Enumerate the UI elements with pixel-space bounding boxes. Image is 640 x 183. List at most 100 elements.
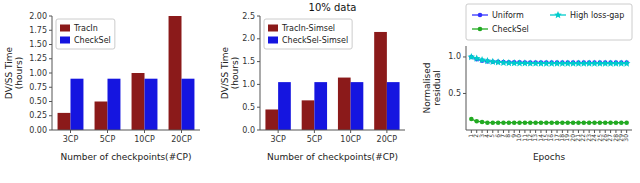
bar xyxy=(132,73,145,130)
chart-title: 10% data xyxy=(309,2,357,13)
y-tick-label: 0.5 xyxy=(242,103,255,112)
x-tick-label: 20CP xyxy=(171,135,192,144)
y-tick-label: 1.0 xyxy=(448,52,461,61)
point-marker xyxy=(598,120,603,125)
y-tick-label: 0.25 xyxy=(29,111,47,120)
point-marker xyxy=(619,120,624,125)
y-axis-label: Normalisedresidual xyxy=(422,62,442,113)
plot-area xyxy=(468,53,631,125)
point-marker xyxy=(623,60,631,67)
chart-panel: 0.51.0NormalisedresidualEpochs1234567891… xyxy=(422,4,632,162)
legend-marker xyxy=(554,11,562,18)
point-marker xyxy=(565,120,570,125)
chart-panel: 0.000.250.500.751.001.251.501.752.00DV/S… xyxy=(4,12,200,163)
legend: UniformHigh loss-gapCheckSel xyxy=(466,4,632,40)
chart-root: 0.000.250.500.751.001.251.501.752.00DV/S… xyxy=(0,0,640,183)
x-axis-label: Number of checkpoints(#CP) xyxy=(61,152,192,162)
x-axis-line xyxy=(260,130,405,131)
y-axis-line xyxy=(52,16,53,130)
point-marker xyxy=(592,120,597,125)
y-axis-line xyxy=(466,46,467,130)
legend-marker xyxy=(478,27,483,32)
bar xyxy=(351,82,364,130)
point-marker xyxy=(480,120,485,125)
point-marker xyxy=(614,120,619,125)
bar xyxy=(387,82,400,130)
point-marker xyxy=(490,120,495,125)
y-tick-label: 0.5 xyxy=(448,89,461,98)
y-tick-label: 1.00 xyxy=(29,69,47,78)
x-tick-label: 20CP xyxy=(377,135,398,144)
y-axis-label-line: Normalised xyxy=(422,62,432,113)
x-tick-label: 3CP xyxy=(63,135,79,144)
bar xyxy=(374,32,387,130)
point-marker xyxy=(624,120,629,125)
legend-label: TracIn-Simsel xyxy=(281,24,335,33)
legend-swatch xyxy=(60,37,70,44)
chart-panel: 0.00.51.01.52.02.5DV/SS Time(hours)10% d… xyxy=(220,2,405,162)
x-tick-label: 10CP xyxy=(134,135,155,144)
point-marker xyxy=(549,120,554,125)
bar xyxy=(58,113,71,130)
x-tick-label: 10CP xyxy=(340,135,361,144)
y-axis-label-line: DV/SS Time xyxy=(4,46,14,99)
bar xyxy=(182,79,195,130)
bar xyxy=(95,102,108,131)
bar xyxy=(338,78,351,130)
y-tick-label: 1.5 xyxy=(242,57,255,66)
point-marker xyxy=(523,120,528,125)
y-axis-label-line: (hours) xyxy=(230,57,240,89)
point-marker xyxy=(528,120,533,125)
legend-label: CheckSel-Simsel xyxy=(282,36,348,45)
point-marker xyxy=(473,54,481,61)
x-axis-line xyxy=(466,130,632,131)
point-marker xyxy=(468,53,476,60)
y-tick-label: 1.25 xyxy=(29,54,47,63)
y-tick-label: 1.75 xyxy=(29,26,47,35)
point-marker xyxy=(485,120,490,125)
legend-box xyxy=(264,19,352,49)
point-marker xyxy=(608,120,613,125)
x-tick-label: 3CP xyxy=(270,135,286,144)
point-marker xyxy=(517,120,522,125)
legend-swatch xyxy=(268,37,278,44)
bar xyxy=(169,16,182,130)
point-marker xyxy=(544,120,549,125)
x-tick-label: 5CP xyxy=(100,135,116,144)
legend-marker xyxy=(478,13,483,18)
legend-box xyxy=(56,19,115,49)
x-tick-label: 30 xyxy=(622,134,629,142)
y-axis-label-line: (hours) xyxy=(14,57,24,89)
y-axis-line xyxy=(260,16,261,130)
point-marker xyxy=(576,120,581,125)
x-axis-label: Epochs xyxy=(533,152,566,162)
legend-label: Uniform xyxy=(492,11,524,20)
point-marker xyxy=(539,120,544,125)
point-marker xyxy=(533,120,538,125)
point-marker xyxy=(587,120,592,125)
point-marker xyxy=(478,56,486,63)
point-marker xyxy=(512,120,517,125)
y-tick-label: 2.5 xyxy=(242,12,255,21)
x-tick-label: 5CP xyxy=(307,135,323,144)
legend-swatch xyxy=(268,25,278,32)
y-axis-label: DV/SS Time(hours) xyxy=(220,46,240,99)
legend: TracIn-Simsel CheckSel-Simsel xyxy=(264,19,352,49)
point-marker xyxy=(560,120,565,125)
legend-box xyxy=(466,4,632,40)
point-marker xyxy=(474,119,479,124)
bar xyxy=(71,79,84,130)
bar xyxy=(302,100,315,130)
y-tick-label: 2.00 xyxy=(29,12,47,21)
y-axis-label: DV/SS Time(hours) xyxy=(4,46,24,99)
point-marker xyxy=(555,120,560,125)
legend-label: TracIn xyxy=(73,24,98,33)
y-tick-label: 1.0 xyxy=(242,80,255,89)
y-tick-label: 0.50 xyxy=(29,97,47,106)
legend: TracInCheckSel xyxy=(56,19,115,49)
legend-label: CheckSel xyxy=(492,25,529,34)
y-axis-label-line: residual xyxy=(432,70,442,106)
x-axis-label: Number of checkpoints(#CP) xyxy=(267,152,398,162)
bar xyxy=(145,79,158,130)
bar xyxy=(314,82,327,130)
